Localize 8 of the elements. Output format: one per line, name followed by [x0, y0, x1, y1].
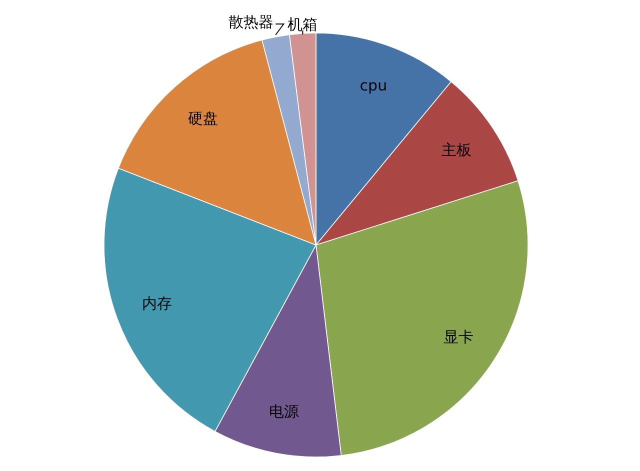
slice-label: 内存	[142, 294, 172, 312]
slice-label: 电源	[269, 402, 300, 421]
slice-label: 机箱	[288, 15, 318, 34]
slice-label: 硬盘	[188, 109, 218, 128]
slice-label: 散热器	[228, 13, 274, 31]
slice-label: cpu	[360, 76, 388, 94]
slice-label: 显卡	[444, 328, 474, 346]
slice-label: 主板	[442, 141, 472, 160]
